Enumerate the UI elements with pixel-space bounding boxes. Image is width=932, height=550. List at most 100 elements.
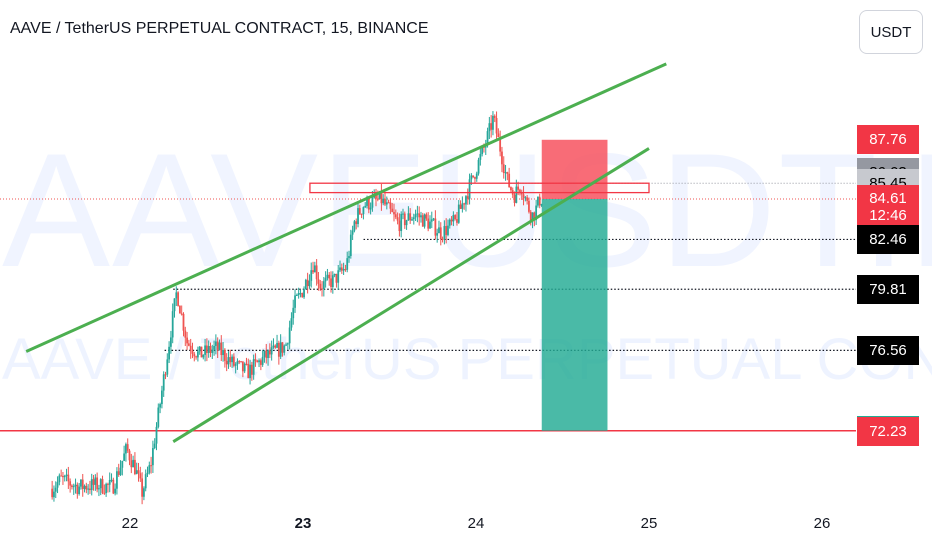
candle (195, 356, 197, 358)
candle (130, 460, 133, 468)
candle (331, 275, 334, 287)
candle (448, 219, 451, 226)
candle (123, 453, 126, 461)
candle (349, 234, 352, 256)
candle (537, 196, 539, 206)
candle (479, 154, 482, 160)
candle (362, 207, 365, 215)
candle (375, 195, 377, 199)
candle (69, 481, 72, 486)
candle (504, 172, 507, 174)
candle (439, 227, 442, 240)
candle (488, 123, 491, 132)
candle (92, 479, 95, 485)
candle (143, 488, 145, 497)
candle (463, 203, 466, 205)
candle (411, 219, 413, 221)
candle (425, 214, 428, 219)
price-label: 79.81 (857, 274, 919, 304)
candle (355, 221, 358, 225)
candle (450, 219, 453, 222)
candle (407, 213, 410, 221)
candle (495, 117, 498, 134)
candle (144, 474, 147, 489)
candle (241, 361, 244, 372)
candle (89, 488, 91, 491)
candle (155, 426, 158, 444)
symbol-watermark: AAVEUSDT.P, 15 (2, 120, 932, 301)
candle (443, 226, 446, 240)
candle (141, 478, 144, 497)
candle (385, 202, 388, 205)
candle (85, 485, 88, 490)
candle (400, 213, 403, 232)
candle (81, 479, 84, 489)
candle (207, 346, 210, 353)
candle (162, 374, 165, 391)
candle (403, 213, 406, 226)
candle (267, 350, 269, 358)
candle (205, 345, 208, 353)
candle (315, 265, 318, 280)
candle (441, 239, 444, 241)
candle (150, 465, 153, 467)
stop-loss-zone (541, 139, 608, 199)
candle (412, 217, 415, 220)
candle (308, 280, 311, 287)
candle (236, 361, 239, 365)
candle (229, 357, 232, 363)
candle (367, 197, 370, 210)
candle (216, 341, 219, 350)
candle (310, 270, 313, 281)
candle (177, 292, 179, 306)
candle (486, 131, 489, 145)
candle (326, 274, 329, 279)
candle (378, 191, 381, 199)
candle (393, 211, 395, 215)
candle (429, 221, 431, 229)
time-tick-label: 23 (294, 515, 312, 532)
candle (313, 265, 316, 273)
candle (357, 208, 359, 225)
candle (522, 194, 525, 198)
candle (80, 479, 82, 487)
candle (515, 186, 518, 203)
candle (510, 187, 512, 191)
candle (119, 467, 122, 475)
candle (272, 345, 275, 348)
candle (481, 146, 484, 155)
candle (348, 255, 350, 259)
candle (232, 356, 235, 366)
candle (499, 137, 502, 152)
candle (254, 359, 257, 361)
candle (279, 342, 282, 357)
candle (389, 202, 392, 209)
candle (110, 479, 113, 481)
candle (276, 342, 278, 348)
candle (101, 479, 104, 493)
candle (204, 345, 206, 355)
candle (94, 477, 97, 485)
candle (175, 292, 178, 299)
candle (292, 307, 295, 319)
candle (231, 356, 233, 363)
candle (501, 151, 503, 165)
candle (117, 471, 120, 475)
candle (286, 343, 289, 345)
currency-button[interactable]: USDT (859, 10, 923, 54)
candle (353, 221, 356, 231)
candle (171, 311, 174, 338)
candle (524, 197, 527, 199)
candle (270, 347, 273, 355)
candle (225, 360, 228, 365)
candle (261, 356, 264, 365)
candle (452, 215, 455, 222)
candle (196, 351, 199, 358)
candle (398, 220, 401, 232)
candle (288, 327, 291, 344)
candle (438, 227, 440, 234)
candle (454, 215, 457, 220)
candle (321, 288, 323, 290)
